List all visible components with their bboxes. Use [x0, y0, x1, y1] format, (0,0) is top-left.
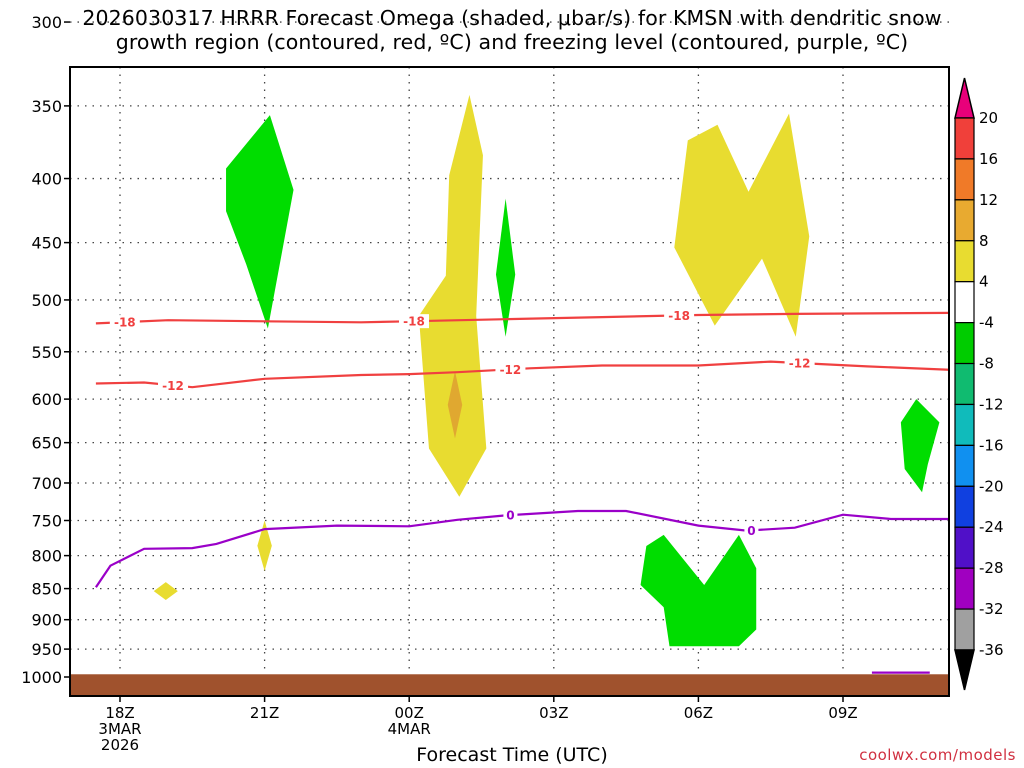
omega-region-yellow-1900z: [153, 582, 178, 600]
x-tick-label-3-0: 03Z: [539, 704, 568, 722]
contour-label--12C-2: -12: [789, 357, 811, 371]
contour-label--12C-1: -12: [500, 363, 522, 377]
x-tick-label-1-0: 21Z: [250, 704, 279, 722]
colorbar-label-7: -12: [979, 395, 1004, 413]
omega-region-green-0200z: [495, 198, 516, 337]
omega-region-green-2030z: [226, 115, 294, 329]
contour-label-bg--12C-0: [158, 378, 189, 393]
contour-label-bg--18C-0: [109, 315, 140, 330]
y-tick-label-350: 350: [31, 97, 62, 116]
chart-title-line2: growth region (contoured, red, ºC) and f…: [115, 30, 909, 54]
colorbar-label-2: 12: [979, 191, 998, 209]
x-tick-label-5-0: 09Z: [828, 704, 857, 722]
colorbar-band-9: [954, 485, 975, 528]
terrain-fill: [70, 674, 949, 696]
terrain-layer: [70, 674, 949, 696]
colorbar-band-3: [954, 240, 975, 283]
y-tick-label-550: 550: [31, 343, 62, 362]
y-tick-label-700: 700: [31, 474, 62, 493]
colorbar-label-4: 4: [979, 273, 989, 291]
contour--18C: [95, 311, 949, 325]
contour-label--18C-2: -18: [668, 309, 690, 323]
colorbar-band-7: [954, 403, 975, 446]
colorbar-band-12: [954, 608, 975, 651]
chart-title-line1: 2026030317 HRRR Forecast Omega (shaded, …: [82, 6, 942, 30]
colorbar-label-5: -4: [979, 314, 994, 332]
colorbar-label-12: -32: [979, 600, 1004, 618]
colorbar-band-10: [954, 526, 975, 569]
plot-background: [70, 67, 949, 696]
colorbar-band-5: [954, 322, 975, 365]
colorbar-label-10: -24: [979, 518, 1004, 536]
y-tick-label-850: 850: [31, 580, 62, 599]
omega-region-green-1000z: [900, 399, 940, 493]
colorbar-label-0: 20: [979, 109, 998, 127]
x-tick-label-2-1: 4MAR: [388, 720, 431, 738]
credit-text: coolwx.com/models: [859, 746, 1016, 764]
x-tick-label-4-0: 06Z: [684, 704, 713, 722]
colorbar-band-8: [954, 444, 975, 487]
y-tick-label-500: 500: [31, 291, 62, 310]
contour-label-bg--18C-2: [664, 308, 695, 323]
colorbar-band-1: [954, 158, 975, 201]
omega-shading-layer: [153, 94, 940, 647]
x-axis-title: Forecast Time (UTC): [416, 744, 608, 766]
x-tick-label-0-0: 18Z: [105, 704, 134, 722]
contour-layer: -18 -18 -18 -12 -12 -12 0 0: [94, 308, 949, 674]
contour-label--12C-0: -12: [162, 379, 184, 393]
contour-label--18C-0: -18: [114, 316, 136, 330]
y-tick-label-1000: 1000: [21, 668, 62, 687]
contour-label-0C-0: 0: [506, 509, 514, 523]
contour--12C: [95, 360, 949, 389]
colorbar: 20 16 12 8 4 -4 -8 -12 -16 -20 -24 -28 -32 -36: [954, 77, 1004, 691]
omega-region-yellow-0100z: [418, 94, 487, 497]
colorbar-band-0: [954, 117, 975, 160]
omega-region-yellow-0630z: [674, 113, 810, 337]
contour-label--18C-1: -18: [403, 315, 425, 329]
colorbar-label-9: -20: [979, 477, 1004, 495]
colorbar-band-6: [954, 362, 975, 406]
colorbar-label-11: -28: [979, 559, 1004, 577]
colorbar-band-11: [954, 567, 975, 610]
plot-frame: [69, 66, 950, 697]
colorbar-bottom-triangle: [954, 649, 975, 691]
colorbar-band-4: [954, 281, 975, 324]
chart-title: 2026030317 HRRR Forecast Omega (shaded, …: [0, 6, 1024, 54]
colorbar-band-2: [954, 199, 975, 242]
contour-label-bg--18C-1: [399, 314, 430, 329]
omega-region-yellow-2100z: [257, 520, 272, 572]
y-tick-label-450: 450: [31, 234, 62, 253]
y-axis: 2503003504004505005506006507007508008509…: [21, 13, 70, 687]
contour-0C: [94, 509, 949, 588]
colorbar-label-1: 16: [979, 150, 998, 168]
y-tick-label-900: 900: [31, 611, 62, 630]
y-tick-label-800: 800: [31, 547, 62, 566]
contour-label-bg--12C-2: [784, 356, 815, 371]
colorbar-label-3: 8: [979, 232, 989, 250]
y-tick-label-950: 950: [31, 640, 62, 659]
contour-label-bg--12C-1: [495, 362, 526, 377]
x-tick-label-0-1: 3MAR: [98, 720, 141, 738]
contour-label-bg-0C-0: [503, 508, 518, 523]
x-tick-label-2-0: 00Z: [395, 704, 424, 722]
contour-label-bg-0C-1: [744, 523, 759, 538]
x-tick-label-0-2: 2026: [101, 736, 139, 754]
colorbar-label-8: -16: [979, 436, 1004, 454]
contour-label-0C-1: 0: [747, 524, 755, 538]
y-tick-label-650: 650: [31, 434, 62, 453]
colorbar-label-6: -8: [979, 355, 994, 373]
colorbar-top-triangle: [954, 77, 975, 119]
colorbar-label-13: -36: [979, 641, 1004, 659]
y-tick-label-750: 750: [31, 512, 62, 531]
y-tick-label-400: 400: [31, 170, 62, 189]
y-tick-label-600: 600: [31, 390, 62, 409]
omega-region-green-0500z: [640, 534, 757, 647]
omega-region-orange-0100z: [447, 371, 463, 439]
y-tick-label-300: 300: [31, 13, 62, 32]
